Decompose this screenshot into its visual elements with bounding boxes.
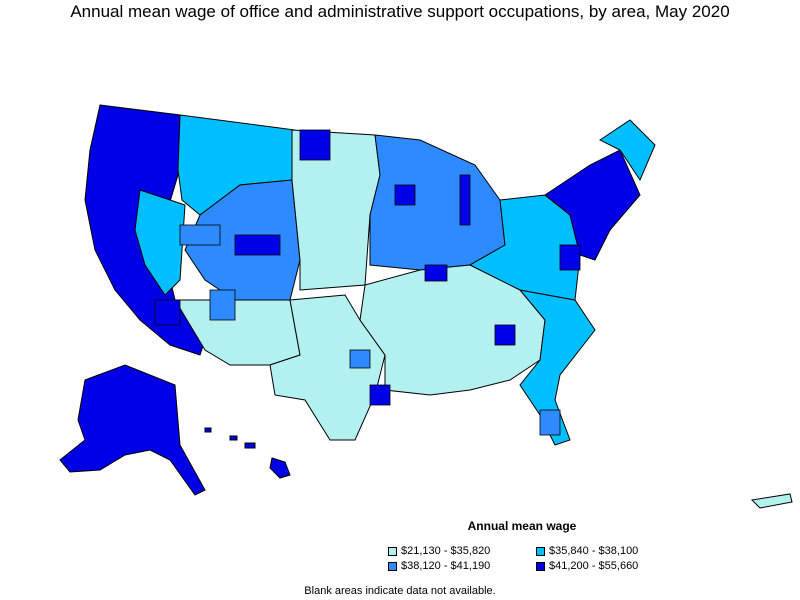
legend-swatch (536, 561, 545, 571)
legend-title: Annual mean wage (467, 519, 577, 533)
metro-area (209, 289, 236, 321)
metro-area (179, 224, 221, 246)
legend-swatch (536, 546, 545, 556)
metro-area (369, 384, 391, 406)
region-upper-midwest (369, 134, 506, 271)
contiguous-us (84, 104, 656, 446)
metro-area (424, 264, 448, 282)
us-choropleth-map (59, 104, 793, 509)
legend-swatch (388, 546, 397, 556)
legend-label: $41,200 - $55,660 (549, 560, 639, 572)
region-hawaii (204, 427, 291, 479)
metro-area (154, 299, 181, 326)
region-puerto-rico (750, 493, 793, 509)
metro-area (494, 324, 516, 346)
metro-area (299, 129, 331, 161)
legend-item: $21,130 - $35,820 (388, 545, 490, 557)
metro-area (349, 349, 371, 369)
legend-label: $21,130 - $35,820 (401, 545, 491, 557)
legend-item: $38,120 - $41,190 (388, 560, 490, 572)
legend-swatch (388, 561, 397, 571)
metro-area (234, 234, 281, 256)
metro-area (559, 244, 581, 271)
legend-item: $41,200 - $55,660 (536, 560, 638, 572)
region-texas (269, 294, 386, 441)
map-title: Annual mean wage of office and administr… (70, 2, 730, 21)
region-southeast (518, 289, 596, 446)
legend: $21,130 - $35,820 $35,840 - $38,100 $38,… (388, 545, 688, 577)
legend-item: $35,840 - $38,100 (536, 545, 638, 557)
legend-label: $35,840 - $38,100 (549, 545, 639, 557)
metro-area (394, 184, 416, 206)
region-northeast (544, 149, 641, 261)
metro-areas (154, 129, 581, 436)
region-alaska (59, 364, 206, 496)
region-new-england-north (599, 119, 656, 182)
region-nevada (134, 189, 186, 296)
legend-label: $38,120 - $41,190 (401, 560, 491, 572)
metro-area (539, 409, 561, 436)
metro-area (459, 174, 471, 226)
data-availability-note: Blank areas indicate data not available. (304, 585, 496, 597)
